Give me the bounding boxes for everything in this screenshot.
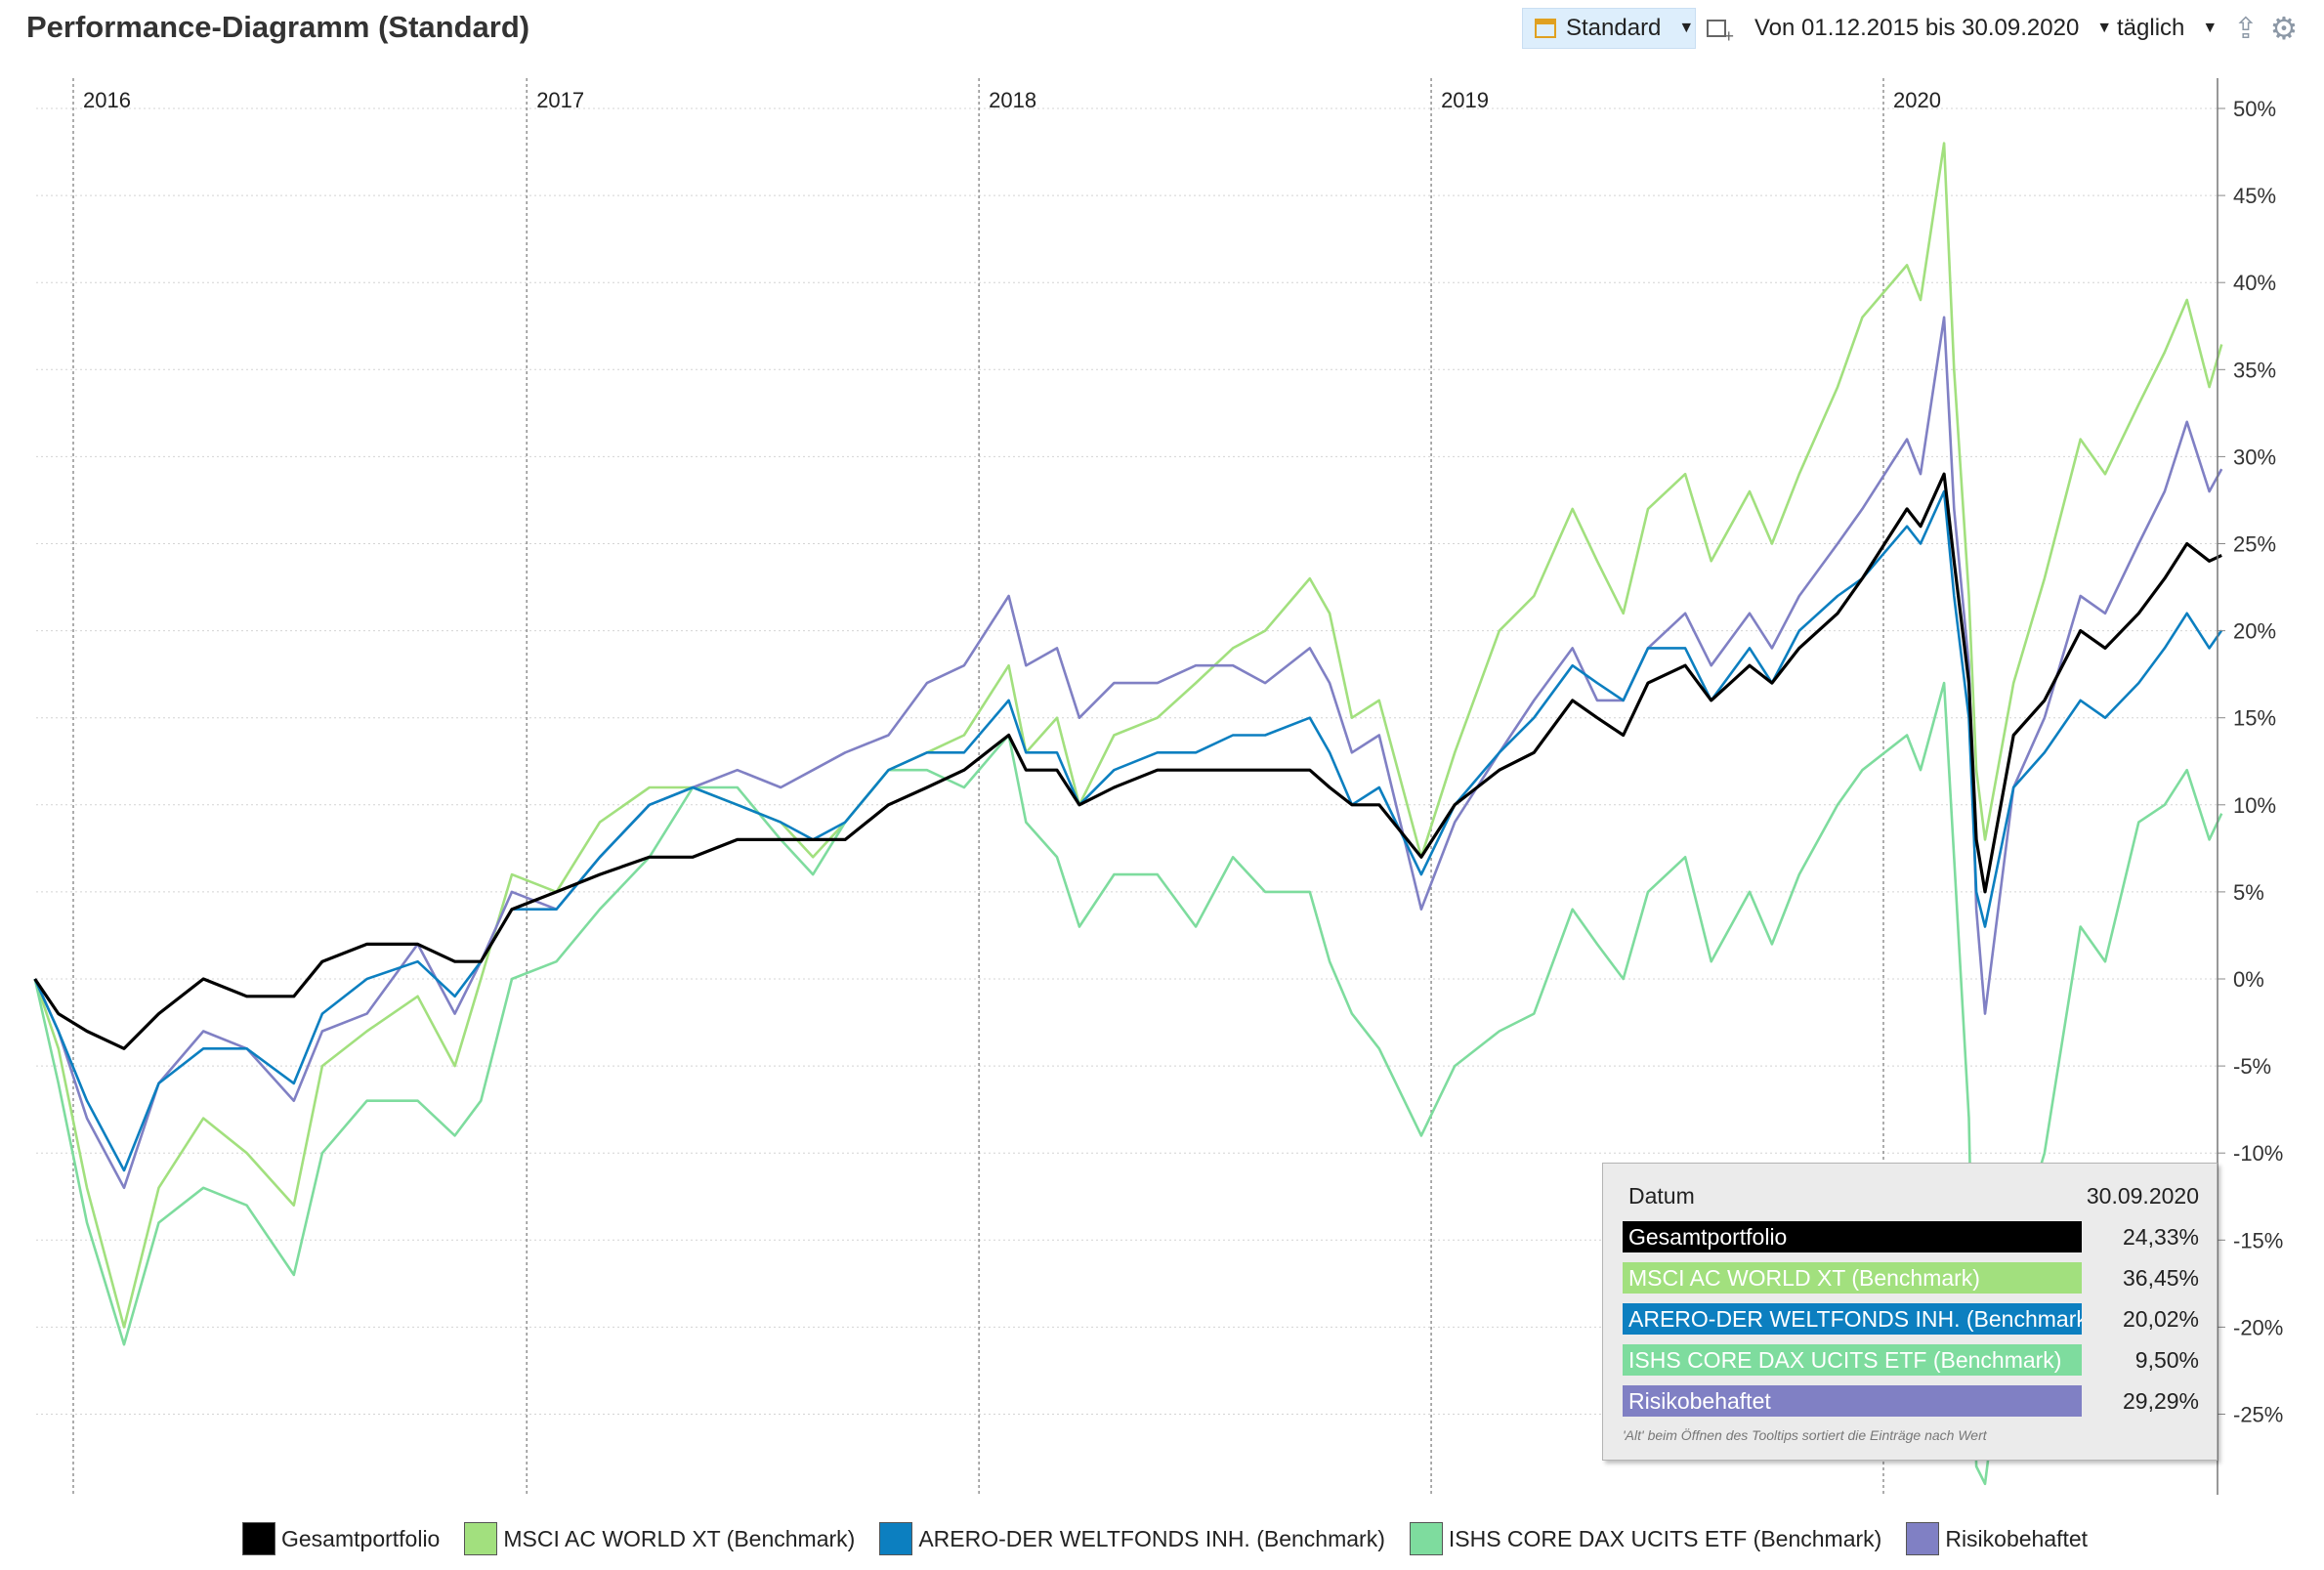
tooltip-series-label: ISHS CORE DAX UCITS ETF (Benchmark)	[1623, 1344, 2082, 1376]
tooltip-series-value: 36,45%	[2122, 1265, 2199, 1291]
tooltip-series-value: 24,33%	[2122, 1224, 2199, 1250]
y-tick-label: 5%	[2233, 880, 2264, 905]
y-tick-label: 0%	[2233, 967, 2264, 992]
series-line	[33, 472, 2222, 1050]
gear-icon: ⚙	[2269, 11, 2299, 46]
legend-swatch	[879, 1522, 913, 1555]
y-tick-label: 25%	[2233, 532, 2276, 557]
legend-swatch	[1906, 1522, 1940, 1555]
legend-swatch	[242, 1522, 275, 1555]
series-layer	[33, 142, 2223, 1486]
chevron-down-icon: ▼	[2202, 20, 2218, 36]
tooltip-row: ISHS CORE DAX UCITS ETF (Benchmark) 9,50…	[1623, 1344, 2199, 1376]
date-range-label: Von 01.12.2015 bis 30.09.2020	[1754, 15, 2080, 41]
y-tick-label: 50%	[2233, 97, 2276, 121]
chevron-down-icon: ▼	[1678, 20, 1695, 36]
tooltip-row: Gesamtportfolio 24,33%	[1623, 1221, 2199, 1252]
date-range-dropdown[interactable]: Von 01.12.2015 bis 30.09.2020 ▼	[1754, 8, 2112, 49]
legend-item-gesamtportfolio[interactable]: Gesamtportfolio	[242, 1522, 440, 1555]
y-tick-label: 45%	[2233, 184, 2276, 208]
y-tick-label: -15%	[2233, 1228, 2283, 1252]
legend-item-arero[interactable]: ARERO-DER WELTFONDS INH. (Benchmark)	[879, 1522, 1385, 1555]
legend-label: ISHS CORE DAX UCITS ETF (Benchmark)	[1448, 1525, 1882, 1551]
y-tick-label: 30%	[2233, 445, 2276, 469]
legend-item-ishs-dax[interactable]: ISHS CORE DAX UCITS ETF (Benchmark)	[1409, 1522, 1882, 1555]
legend-label: Risikobehaftet	[1945, 1525, 2089, 1551]
tooltip-hint: 'Alt' beim Öffnen des Tooltips sortiert …	[1623, 1427, 1987, 1443]
tooltip-series-label: Risikobehaftet	[1623, 1385, 2082, 1417]
export-icon: ⇪	[2233, 12, 2259, 45]
interval-label: täglich	[2117, 15, 2185, 41]
export-button[interactable]: ⇪	[2231, 8, 2261, 49]
year-label: 2017	[536, 88, 584, 112]
tooltip-series-value: 20,02%	[2122, 1306, 2199, 1332]
interval-dropdown[interactable]: täglich ▼	[2117, 8, 2218, 49]
settings-button[interactable]: ⚙	[2266, 8, 2302, 49]
year-label: 2016	[83, 88, 131, 112]
calendar-icon	[1535, 19, 1556, 38]
legend-label: ARERO-DER WELTFONDS INH. (Benchmark)	[918, 1525, 1385, 1551]
y-tick-label: -5%	[2233, 1054, 2271, 1079]
chart-header: Performance-Diagramm (Standard) Standard…	[0, 0, 2324, 59]
tooltip-date-label: Datum	[1628, 1183, 1695, 1209]
tooltip-row: ARERO-DER WELTFONDS INH. (Benchmark) 20,…	[1623, 1303, 2199, 1335]
legend-swatch	[464, 1522, 498, 1555]
series-line	[33, 316, 2223, 1190]
tooltip-series-label: Gesamtportfolio	[1623, 1221, 2082, 1252]
year-label: 2020	[1893, 88, 1941, 112]
tooltip-series-label: ARERO-DER WELTFONDS INH. (Benchmark)	[1623, 1303, 2082, 1335]
chevron-down-icon: ▼	[2096, 20, 2113, 36]
year-label: 2019	[1441, 88, 1489, 112]
year-label: 2018	[989, 88, 1036, 112]
y-tick-label: 20%	[2233, 619, 2276, 644]
y-tick-label: -20%	[2233, 1315, 2283, 1339]
chart-legend: Gesamtportfolio MSCI AC WORLD XT (Benchm…	[242, 1519, 2112, 1558]
tooltip-row: MSCI AC WORLD XT (Benchmark) 36,45%	[1623, 1262, 2199, 1294]
y-axis: 50% 45% 40% 35% 30% 25% 20% 15% 10% 5% 0% -5% -10% -1…	[83, 78, 2283, 1495]
add-view-button[interactable]	[1702, 8, 1734, 49]
tooltip-series-label: MSCI AC WORLD XT (Benchmark)	[1623, 1262, 2082, 1294]
series-line	[33, 681, 2223, 1486]
value-tooltip: Datum 30.09.2020 Gesamtportfolio 24,33% …	[1602, 1163, 2218, 1461]
tooltip-date-row: Datum 30.09.2020	[1623, 1180, 2199, 1211]
tooltip-row: Risikobehaftet 29,29%	[1623, 1385, 2199, 1417]
legend-item-msci[interactable]: MSCI AC WORLD XT (Benchmark)	[464, 1522, 855, 1555]
legend-label: MSCI AC WORLD XT (Benchmark)	[503, 1525, 856, 1551]
preset-dropdown[interactable]: Standard ▼	[1522, 8, 1696, 49]
y-tick-label: 15%	[2233, 706, 2276, 731]
legend-label: Gesamtportfolio	[281, 1525, 441, 1551]
y-tick-label: 35%	[2233, 358, 2276, 382]
y-tick-label: 40%	[2233, 271, 2276, 295]
series-line	[33, 489, 2223, 1172]
preset-label: Standard	[1566, 15, 1662, 41]
y-tick-label: -25%	[2233, 1403, 2283, 1427]
legend-item-risikobehaftet[interactable]: Risikobehaftet	[1906, 1522, 2088, 1555]
series-line	[33, 142, 2223, 1329]
tooltip-series-value: 9,50%	[2134, 1347, 2199, 1373]
y-tick-label: -10%	[2233, 1141, 2283, 1166]
tooltip-date-value: 30.09.2020	[2086, 1183, 2199, 1209]
page-title: Performance-Diagramm (Standard)	[26, 10, 530, 44]
tooltip-series-value: 29,29%	[2122, 1388, 2199, 1414]
legend-swatch	[1409, 1522, 1443, 1555]
y-tick-label: 10%	[2233, 793, 2276, 818]
add-window-icon	[1707, 20, 1734, 47]
